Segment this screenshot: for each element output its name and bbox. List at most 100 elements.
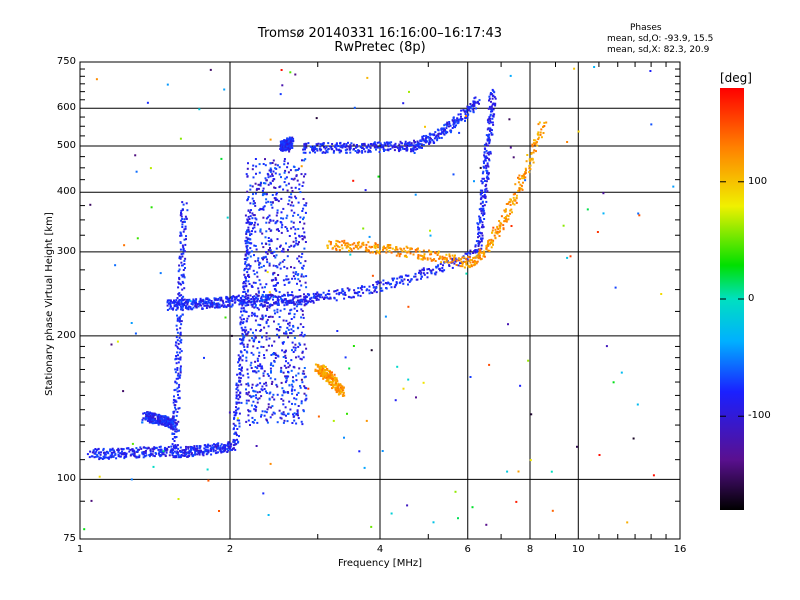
data-point xyxy=(423,255,426,258)
data-point xyxy=(183,276,186,279)
data-point xyxy=(542,132,545,134)
data-point xyxy=(522,173,525,176)
data-point xyxy=(209,444,212,447)
data-point xyxy=(329,241,332,243)
data-point xyxy=(297,345,300,348)
data-point xyxy=(312,300,315,303)
data-point xyxy=(298,260,300,263)
data-point xyxy=(173,299,175,302)
data-point xyxy=(211,447,213,449)
data-point xyxy=(241,304,244,307)
data-point xyxy=(199,301,202,304)
data-point xyxy=(237,394,240,397)
data-point xyxy=(145,454,148,457)
data-point xyxy=(272,411,275,414)
data-point xyxy=(251,386,253,389)
data-point xyxy=(491,229,494,232)
data-point xyxy=(171,425,174,428)
data-point xyxy=(478,99,481,102)
data-point xyxy=(444,260,447,263)
data-point xyxy=(254,409,257,412)
data-point xyxy=(154,421,157,424)
data-point xyxy=(488,97,491,100)
data-point xyxy=(256,275,259,278)
data-point xyxy=(512,193,515,196)
data-point xyxy=(271,413,274,416)
data-point xyxy=(177,357,180,360)
data-point xyxy=(301,210,304,212)
data-point xyxy=(257,291,260,294)
data-point xyxy=(265,299,268,302)
data-point xyxy=(510,208,513,211)
data-point xyxy=(474,262,477,265)
data-point xyxy=(227,449,230,452)
data-point xyxy=(404,144,407,147)
data-point xyxy=(228,411,231,414)
data-point xyxy=(488,158,490,161)
data-point xyxy=(314,370,317,372)
data-point xyxy=(205,307,208,309)
data-point xyxy=(209,304,212,307)
data-point xyxy=(300,316,303,319)
data-point xyxy=(278,186,281,189)
data-point xyxy=(182,230,185,233)
data-point xyxy=(303,372,306,375)
data-point xyxy=(457,264,460,267)
data-point xyxy=(163,418,166,421)
x-tick-label: 10 xyxy=(571,544,585,555)
data-point xyxy=(363,285,366,288)
data-point xyxy=(356,145,359,148)
data-point xyxy=(189,306,192,309)
data-point xyxy=(331,375,334,378)
data-point xyxy=(483,154,486,157)
data-point xyxy=(203,304,206,307)
data-point xyxy=(470,265,473,268)
data-point xyxy=(262,258,264,261)
data-point xyxy=(161,453,164,456)
data-point xyxy=(171,417,174,420)
data-point xyxy=(111,447,114,450)
data-point xyxy=(320,143,323,146)
data-point xyxy=(399,148,402,151)
data-point xyxy=(274,378,277,381)
data-point xyxy=(290,143,293,146)
data-point xyxy=(285,303,288,306)
data-point xyxy=(219,450,222,453)
data-point xyxy=(251,311,254,314)
data-point xyxy=(154,413,157,416)
data-point xyxy=(172,446,175,449)
data-point xyxy=(312,295,315,298)
data-point xyxy=(260,303,263,305)
data-point xyxy=(247,280,250,283)
data-point xyxy=(389,148,392,150)
data-point xyxy=(290,196,293,199)
data-point xyxy=(315,143,318,146)
data-point xyxy=(251,286,254,288)
data-point xyxy=(268,214,271,217)
data-point xyxy=(281,223,284,226)
data-point xyxy=(246,301,249,303)
data-point xyxy=(286,326,289,329)
data-point xyxy=(294,237,297,240)
data-point xyxy=(239,377,242,380)
data-point xyxy=(198,302,201,305)
data-point xyxy=(300,420,303,423)
data-point xyxy=(370,143,373,146)
data-point xyxy=(283,413,286,416)
data-point xyxy=(357,294,360,297)
data-point xyxy=(483,151,486,154)
data-point xyxy=(367,151,370,154)
data-point xyxy=(180,350,183,353)
data-point xyxy=(285,377,288,379)
data-point xyxy=(414,148,417,151)
data-point xyxy=(187,446,190,449)
data-point xyxy=(138,454,141,457)
data-point xyxy=(236,417,239,420)
data-point xyxy=(286,291,289,294)
data-point xyxy=(517,189,520,192)
data-point xyxy=(145,417,148,419)
data-point xyxy=(90,499,93,502)
data-point xyxy=(488,142,491,145)
data-point xyxy=(195,302,197,304)
